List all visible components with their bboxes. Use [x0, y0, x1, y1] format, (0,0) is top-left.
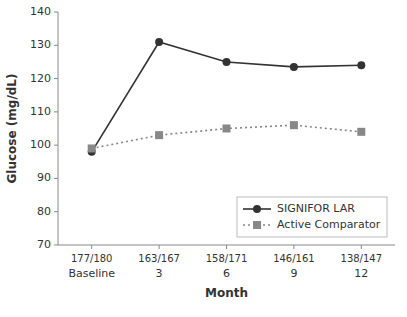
legend: SIGNIFOR LAR Active Comparator: [237, 197, 387, 237]
x-tick-label: Baseline: [68, 267, 115, 280]
y-tick: [54, 78, 58, 79]
y-tick: [54, 211, 58, 212]
y-tick: [54, 111, 58, 112]
y-axis-line: [58, 12, 59, 245]
y-tick-label: 100: [30, 138, 51, 151]
series-line: [92, 42, 362, 152]
x-count-label: 138/147: [341, 253, 383, 264]
legend-label: SIGNIFOR LAR: [277, 202, 355, 215]
x-tick-label: 9: [290, 267, 297, 280]
x-count-label: 158/171: [206, 253, 248, 264]
x-count-label: 177/180: [71, 253, 113, 264]
x-count-label: 163/167: [138, 253, 180, 264]
point: [155, 131, 163, 139]
point: [223, 125, 231, 133]
y-axis-label: Glucose (mg/dL): [5, 73, 19, 183]
y-tick: [54, 145, 58, 146]
point: [290, 121, 298, 129]
x-tick: [293, 245, 294, 249]
point: [357, 61, 365, 69]
y-tick-label: 140: [30, 5, 51, 18]
legend-swatch-marker: [253, 221, 261, 229]
point: [155, 38, 163, 46]
chart-container: 70 80 90 100 110 120 130 140 177/180 Baseline 163/…: [0, 0, 407, 317]
point: [223, 58, 231, 66]
chart-svg: 70 80 90 100 110 120 130 140 177/180 Baseline 163/…: [0, 0, 407, 317]
x-tick: [91, 245, 92, 249]
x-tick: [226, 245, 227, 249]
legend-label: Active Comparator: [277, 218, 381, 231]
plot-area: [88, 38, 366, 156]
legend-box: [237, 197, 387, 237]
y-tick-label: 130: [30, 38, 51, 51]
x-axis-label: Month: [205, 286, 248, 300]
y-tick-label: 90: [37, 171, 51, 184]
series-line: [92, 125, 362, 148]
x-tick-label: 3: [156, 267, 163, 280]
x-tick: [159, 245, 160, 249]
y-tick-label: 110: [30, 105, 51, 118]
y-tick-label: 80: [37, 205, 51, 218]
series-0: [88, 38, 366, 156]
point: [88, 144, 96, 152]
y-tick: [54, 178, 58, 179]
point: [290, 63, 298, 71]
y-tick: [54, 245, 58, 246]
y-tick: [54, 12, 58, 13]
y-tick-label: 70: [37, 238, 51, 251]
x-tick-label: 12: [354, 267, 368, 280]
x-tick: [361, 245, 362, 249]
point: [357, 128, 365, 136]
y-tick: [54, 45, 58, 46]
legend-swatch-marker: [253, 205, 261, 213]
series-1: [88, 121, 366, 152]
x-tick-label: 6: [223, 267, 230, 280]
y-tick-label: 120: [30, 72, 51, 85]
x-count-label: 146/161: [273, 253, 315, 264]
